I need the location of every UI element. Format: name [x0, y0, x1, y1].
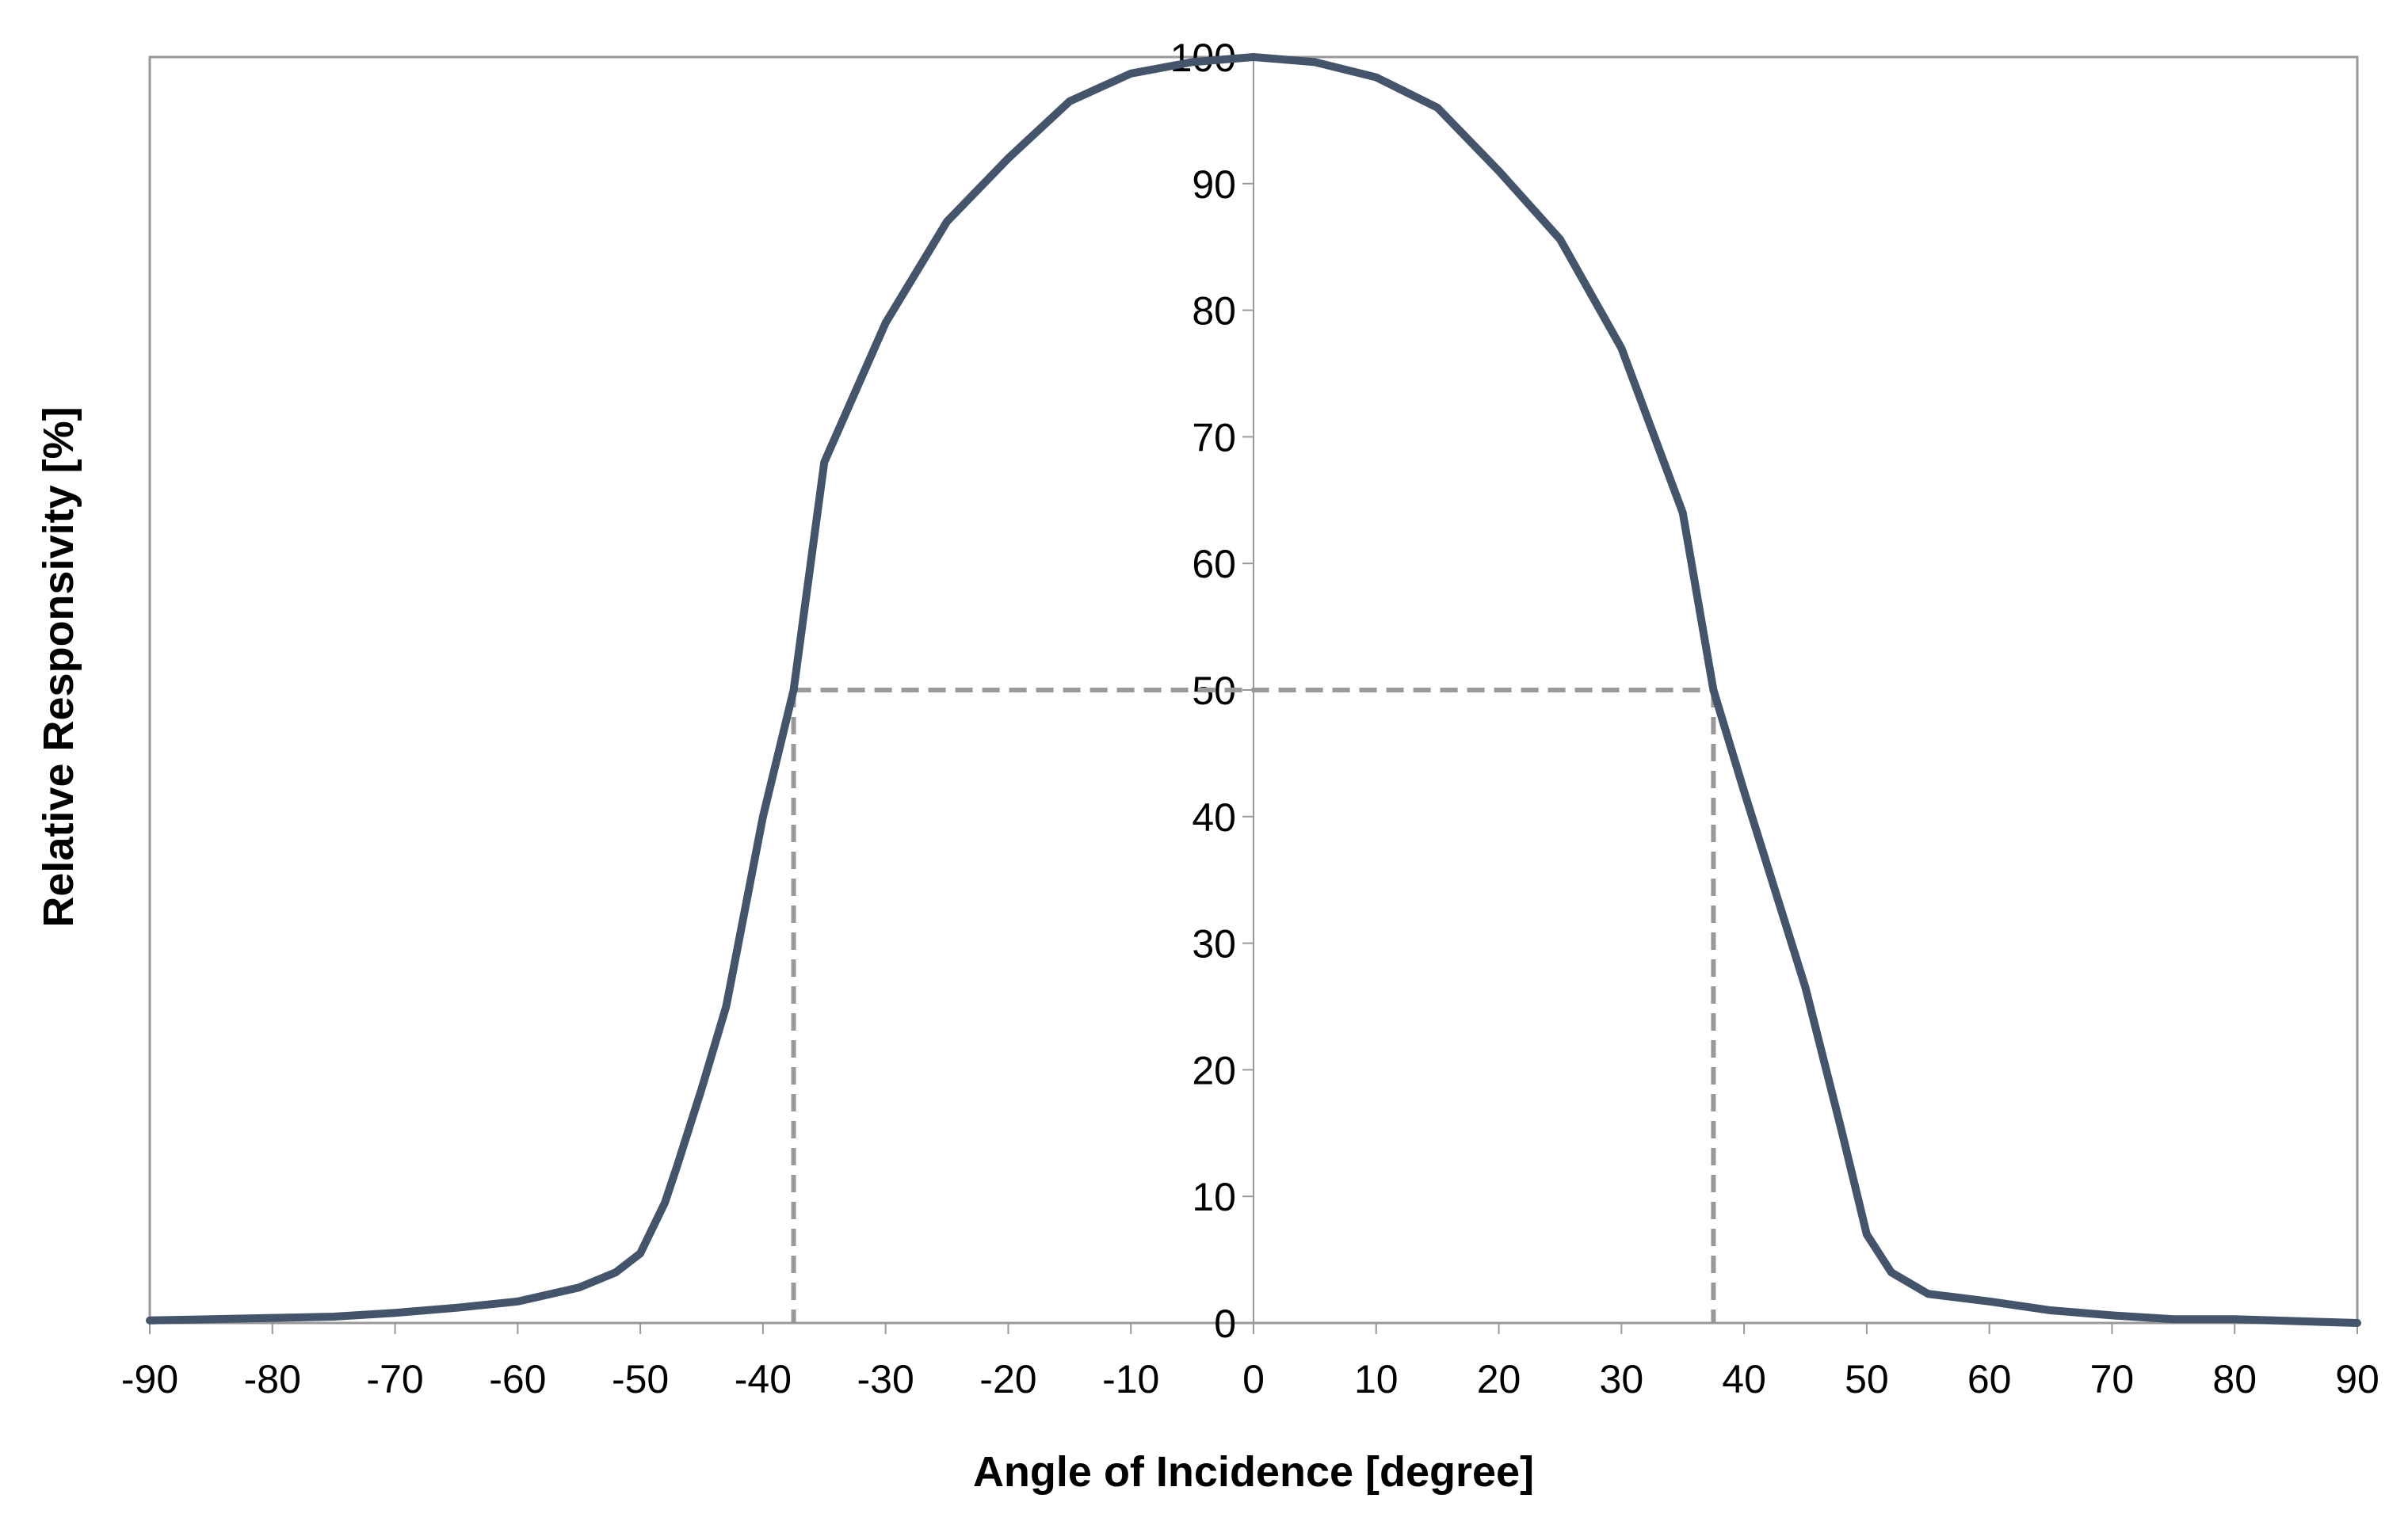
y-tick-label: 40: [1192, 795, 1236, 840]
y-tick-label: 80: [1192, 289, 1236, 334]
x-tick-label: -40: [735, 1357, 792, 1401]
y-axis-title: Relative Responsivity [%]: [35, 406, 82, 927]
x-axis-title: Angle of Incidence [degree]: [973, 1448, 1534, 1496]
x-tick-label: 0: [1242, 1357, 1265, 1401]
x-tick-label: -30: [857, 1357, 914, 1401]
data-line: [146, 53, 2361, 1327]
x-tick-label: -50: [612, 1357, 669, 1401]
x-tick-label: -10: [1102, 1357, 1159, 1401]
x-tick-label: 40: [1722, 1357, 1766, 1401]
y-tick-label: 20: [1192, 1048, 1236, 1092]
x-tick-label: -80: [244, 1357, 301, 1401]
x-tick-label: 70: [2090, 1357, 2135, 1401]
x-tick-label: -20: [979, 1357, 1036, 1401]
x-tick-label: 20: [1477, 1357, 1521, 1401]
x-tick-label: -70: [366, 1357, 423, 1401]
y-tick-label: 90: [1192, 162, 1236, 207]
x-tick-label: 80: [2212, 1357, 2257, 1401]
y-tick-label: 10: [1192, 1175, 1236, 1219]
y-tick-label: 60: [1192, 542, 1236, 586]
x-tick-label: 50: [1845, 1357, 1889, 1401]
y-tick-label: 70: [1192, 415, 1236, 459]
x-tick-label: -60: [489, 1357, 546, 1401]
x-tick-label: 90: [2335, 1357, 2379, 1401]
x-tick-label: 60: [1967, 1357, 2012, 1401]
y-tick-label: 0: [1214, 1302, 1236, 1346]
x-tick-label: 10: [1354, 1357, 1399, 1401]
x-tick-label: -90: [121, 1357, 178, 1401]
x-tick-label: 30: [1600, 1357, 1644, 1401]
y-tick-label: 30: [1192, 922, 1236, 966]
